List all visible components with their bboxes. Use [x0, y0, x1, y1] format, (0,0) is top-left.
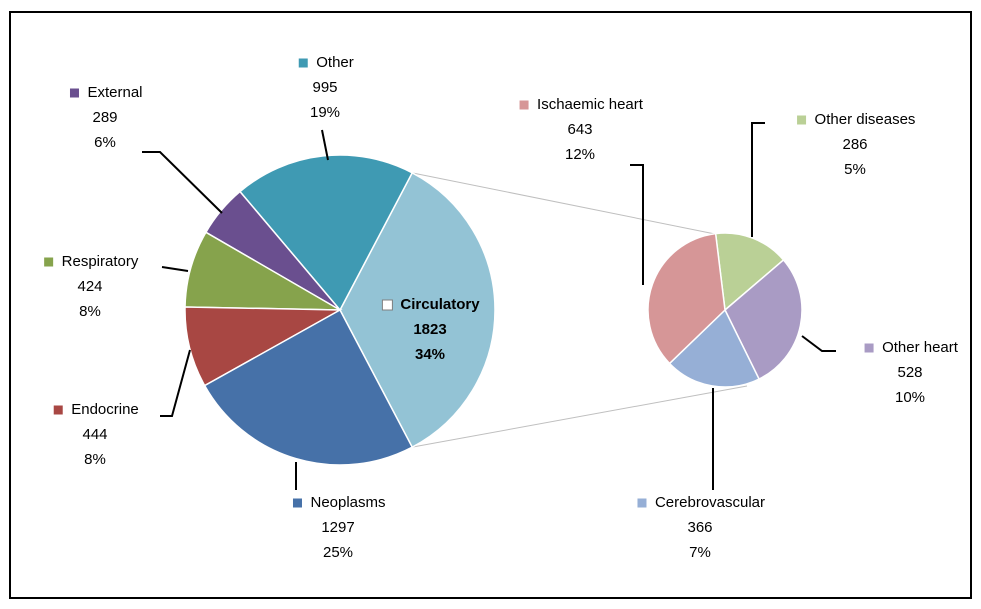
legend-key [863, 342, 875, 354]
data-label-percent: 34% [415, 346, 445, 363]
data-label-name: Other diseases [815, 111, 916, 128]
leader-line [801, 335, 836, 352]
legend-key [43, 256, 55, 268]
data-label-value: 444 [82, 426, 107, 443]
data-label-value: 286 [842, 136, 867, 153]
data-label-name: Respiratory [62, 253, 139, 270]
data-label-value: 528 [897, 364, 922, 381]
leader-line [630, 164, 644, 285]
legend-key [796, 114, 808, 126]
legend-key [381, 299, 393, 311]
data-label-value: 1297 [321, 519, 354, 536]
data-label-value: 289 [92, 109, 117, 126]
data-label-percent: 8% [79, 303, 101, 320]
connector-line [412, 172, 716, 235]
pie-slice [668, 308, 761, 388]
leader-line [321, 129, 329, 161]
connector-line [412, 385, 748, 448]
data-label-percent: 12% [565, 146, 595, 163]
data-label-percent: 10% [895, 389, 925, 406]
data-label-name: Ischaemic heart [537, 96, 644, 113]
data-label-name: Circulatory [400, 296, 480, 313]
data-label-percent: 8% [84, 451, 106, 468]
data-label-percent: 19% [310, 104, 340, 121]
pie-slice [714, 232, 785, 312]
legend-key [297, 57, 309, 69]
data-label-name: Other [316, 54, 354, 71]
leader-line [142, 151, 223, 214]
data-label-percent: 5% [844, 161, 866, 178]
leader-line [161, 266, 189, 272]
data-label-percent: 7% [689, 544, 711, 561]
leader-line [160, 349, 191, 417]
data-label-name: Neoplasms [310, 494, 385, 511]
leader-line [751, 122, 765, 237]
data-label-name: Endocrine [71, 401, 139, 418]
pie-slice [724, 258, 803, 381]
data-label-value: 995 [312, 79, 337, 96]
data-label-name: Cerebrovascular [655, 494, 765, 511]
data-label-name: Other heart [882, 339, 959, 356]
legend-key [636, 497, 648, 509]
data-label-value: 1823 [413, 321, 446, 338]
legend-key [518, 99, 530, 111]
data-label-percent: 25% [323, 544, 353, 561]
data-label-value: 643 [567, 121, 592, 138]
pie-slice [238, 154, 414, 312]
data-label-name: External [87, 84, 142, 101]
legend-key [68, 87, 80, 99]
pie-slice [203, 308, 414, 466]
data-label-value: 424 [77, 278, 102, 295]
data-label-value: 366 [687, 519, 712, 536]
legend-key [291, 497, 303, 509]
legend-key [52, 404, 64, 416]
pie-slice [647, 232, 726, 365]
data-label-percent: 6% [94, 134, 116, 151]
pie-slice [339, 171, 496, 449]
